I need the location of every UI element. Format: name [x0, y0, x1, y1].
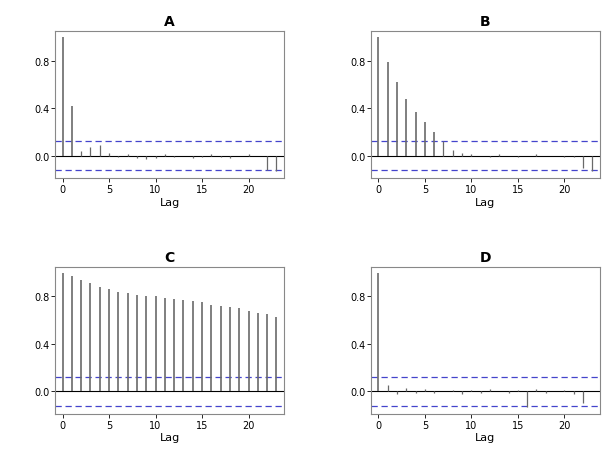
- Title: B: B: [480, 15, 491, 29]
- X-axis label: Lag: Lag: [159, 197, 180, 207]
- X-axis label: Lag: Lag: [475, 197, 496, 207]
- Title: C: C: [165, 251, 174, 264]
- Title: D: D: [480, 251, 491, 264]
- X-axis label: Lag: Lag: [475, 432, 496, 442]
- Title: A: A: [164, 15, 175, 29]
- X-axis label: Lag: Lag: [159, 432, 180, 442]
